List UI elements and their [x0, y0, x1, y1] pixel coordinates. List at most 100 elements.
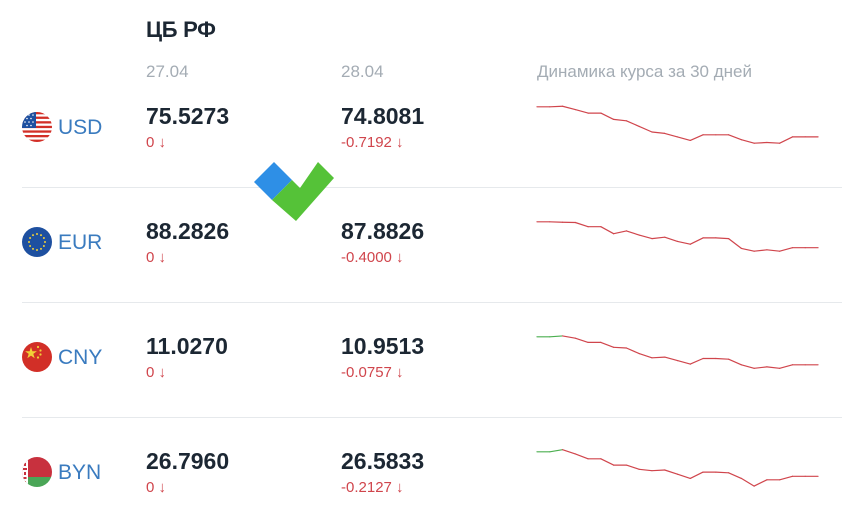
sparkline-segment [549, 335, 564, 338]
currency-row-cny[interactable]: CNY 11.0270 0 ↓ 10.9513 -0.0757 ↓ [0, 302, 856, 417]
row-divider [22, 417, 842, 418]
sparkline-segment [753, 141, 768, 144]
sparkline-segment [689, 357, 704, 365]
sparkline-segment [753, 479, 768, 487]
sparkline-segment [664, 236, 679, 242]
sparkline-segment [753, 249, 768, 252]
change-date2: -0.0757 ↓ [341, 364, 404, 381]
sparkline-segment [574, 221, 589, 228]
rate-date1: 26.7960 [146, 448, 230, 474]
sparkline-segment [766, 249, 781, 252]
sparkline-segment [549, 105, 564, 108]
sparkline-segment [676, 360, 691, 365]
sparkline-segment [600, 226, 615, 235]
sparkline-segment [600, 112, 615, 120]
sparkline-segment [740, 477, 755, 487]
sparkline-segment [638, 468, 653, 472]
sparkline-segment [664, 356, 679, 362]
sparkline-segment [561, 105, 576, 111]
currency-code: BYN [58, 461, 102, 484]
check-logo-icon [254, 162, 334, 221]
change-date1: 0 ↓ [146, 249, 167, 266]
sparkline-segment [740, 247, 755, 252]
currency-code: EUR [58, 231, 103, 254]
source-title: ЦБ РФ [146, 17, 216, 42]
sparkline-segment [574, 109, 589, 114]
sparkline-segment [613, 346, 628, 349]
change-date2: -0.7192 ↓ [341, 134, 404, 151]
by-flag-icon [22, 457, 52, 487]
sparkline-byn [536, 449, 819, 487]
sparkline-segment [638, 234, 653, 240]
sparkline-segment [715, 357, 730, 360]
sparkline-segment [676, 473, 691, 480]
rate-date1: 75.5273 [146, 103, 230, 129]
sparkline-segment [766, 366, 781, 369]
sparkline-segment [638, 125, 653, 133]
sparkline-segment [625, 230, 640, 236]
sparkline-segment [651, 236, 666, 240]
currency-row-byn[interactable]: BYN 26.7960 0 ↓ 26.5833 -0.2127 ↓ [0, 417, 856, 513]
sparkline-segment [651, 469, 666, 472]
sparkline-segment [727, 238, 742, 250]
us-flag-icon [22, 112, 52, 142]
sparkline-segment [625, 464, 640, 470]
sparkline-segment [766, 141, 781, 144]
sparkline-segment [727, 134, 742, 141]
change-date2: -0.2127 ↓ [341, 479, 404, 496]
sparkline-segment [664, 132, 679, 138]
sparkline-segment [676, 136, 691, 142]
sparkline-segment [561, 335, 576, 339]
sparkline-eur [536, 221, 819, 252]
sparkline-segment [625, 347, 640, 355]
sparkline-segment [779, 136, 794, 144]
currency-row-eur[interactable]: EUR 88.2826 0 ↓ 87.8826 -0.4000 ↓ [0, 187, 856, 302]
sparkline-segment [779, 247, 794, 252]
sparkline-segment [689, 134, 704, 142]
sparkline-segment [689, 471, 704, 480]
cn-flag-icon [22, 342, 52, 372]
sparkline-segment [727, 358, 742, 366]
currency-row-usd[interactable]: USD 75.5273 0 ↓ 74.8081 -0.7192 ↓ [0, 72, 856, 187]
rate-date1: 11.0270 [146, 333, 228, 359]
dynamics-header: Динамика курса за 30 дней [537, 62, 752, 81]
rate-date2: 87.8826 [341, 218, 425, 244]
sparkline-segment [613, 230, 628, 235]
change-date1: 0 ↓ [146, 479, 167, 496]
sparkline-segment [740, 139, 755, 144]
currency-code: USD [58, 116, 103, 139]
sparkline-segment [715, 471, 730, 474]
sparkline-segment [664, 469, 679, 475]
sparkline-segment [689, 237, 704, 245]
sparkline-segment [574, 337, 589, 343]
row-divider [22, 302, 842, 303]
sparkline-segment [638, 353, 653, 359]
rate-date2: 74.8081 [341, 103, 425, 129]
sparkline-segment [651, 356, 666, 359]
rate-date2: 10.9513 [341, 333, 425, 359]
rate-date2: 26.5833 [341, 448, 425, 474]
sparkline-segment [600, 341, 615, 348]
rate-date1: 88.2826 [146, 218, 230, 244]
currency-code: CNY [58, 346, 103, 369]
sparkline-segment [574, 453, 589, 460]
row-divider [22, 187, 842, 188]
date-header-2: 28.04 [341, 62, 384, 81]
change-date1: 0 ↓ [146, 364, 167, 381]
sparkline-segment [549, 449, 564, 453]
sparkline-segment [676, 240, 691, 245]
sparkline-segment [715, 237, 730, 240]
change-date2: -0.4000 ↓ [341, 249, 404, 266]
change-date1: 0 ↓ [146, 134, 167, 151]
sparkline-usd [536, 105, 819, 144]
sparkline-segment [740, 364, 755, 369]
sparkline-segment [613, 118, 628, 122]
sparkline-segment [561, 449, 576, 455]
sparkline-segment [600, 458, 615, 466]
eu-flag-icon [22, 227, 52, 257]
date-header-1: 27.04 [146, 62, 189, 81]
sparkline-cny [536, 335, 819, 369]
sparkline-segment [779, 475, 794, 481]
sparkline-segment [651, 131, 666, 135]
